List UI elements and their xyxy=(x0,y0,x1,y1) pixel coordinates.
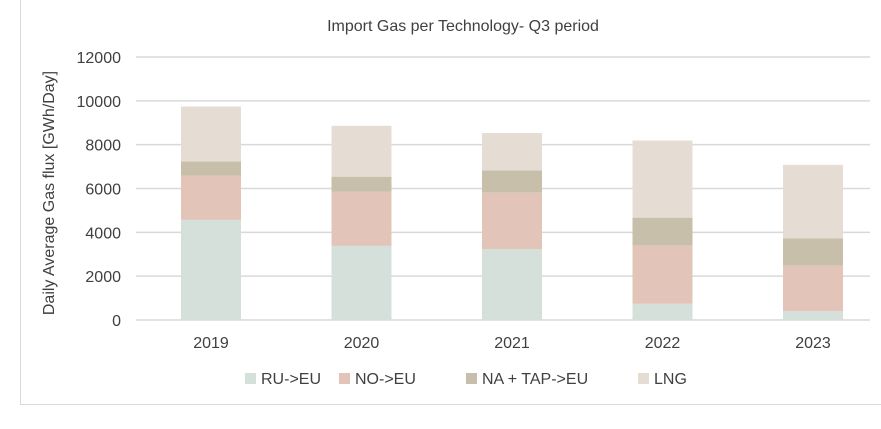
legend-swatch xyxy=(245,373,256,384)
bar-segment-lng-2023 xyxy=(783,164,843,239)
legend-label: NA + TAP->EU xyxy=(482,371,588,388)
bar-segment-na-tap-eu-2019 xyxy=(181,161,241,176)
y-tick-label: 8000 xyxy=(85,138,121,155)
bar-segment-no-eu-2022 xyxy=(632,245,693,304)
bar-segment-na-tap-eu-2020 xyxy=(331,176,392,192)
bar-segment-no-eu-2019 xyxy=(181,175,241,220)
bar-segment-lng-2021 xyxy=(482,133,542,171)
bar-segment-na-tap-eu-2022 xyxy=(632,217,693,246)
legend-swatch xyxy=(638,373,649,384)
bar-segment-no-eu-2020 xyxy=(331,191,392,246)
bar-segment-ru-eu-2021 xyxy=(482,248,542,320)
legend-label: NO->EU xyxy=(355,371,416,388)
bar-segment-na-tap-eu-2023 xyxy=(783,238,843,266)
legend-label: LNG xyxy=(654,371,687,388)
legend-swatch xyxy=(339,373,350,384)
y-tick-label: 4000 xyxy=(85,225,121,242)
x-tick-label: 2022 xyxy=(645,335,681,352)
bar-segment-na-tap-eu-2021 xyxy=(482,170,542,193)
bar-segment-lng-2020 xyxy=(331,125,392,177)
x-tick-label: 2021 xyxy=(494,335,530,352)
bar-segment-ru-eu-2023 xyxy=(783,311,843,320)
legend-swatch xyxy=(466,373,477,384)
y-tick-label: 6000 xyxy=(85,182,121,199)
y-tick-label: 10000 xyxy=(77,94,122,111)
bar-segment-lng-2022 xyxy=(632,140,693,218)
legend-label: RU->EU xyxy=(261,371,321,388)
y-axis-label: Daily Average Gas flux [GWh/Day] xyxy=(41,71,58,315)
chart-title: Import Gas per Technology- Q3 period xyxy=(327,18,599,35)
bar-segment-no-eu-2023 xyxy=(783,265,843,312)
bar-segment-lng-2019 xyxy=(181,106,241,162)
bar-segment-no-eu-2021 xyxy=(482,192,542,249)
bar-segment-ru-eu-2022 xyxy=(632,303,693,320)
y-tick-label: 2000 xyxy=(85,269,121,286)
bar-segment-ru-eu-2020 xyxy=(331,245,392,320)
y-tick-label: 12000 xyxy=(77,50,122,67)
y-tick-label: 0 xyxy=(112,313,121,330)
x-tick-label: 2019 xyxy=(193,335,229,352)
chart-frame xyxy=(20,0,881,405)
x-tick-label: 2023 xyxy=(795,335,831,352)
bar-segment-ru-eu-2019 xyxy=(181,219,241,320)
x-tick-label: 2020 xyxy=(344,335,380,352)
